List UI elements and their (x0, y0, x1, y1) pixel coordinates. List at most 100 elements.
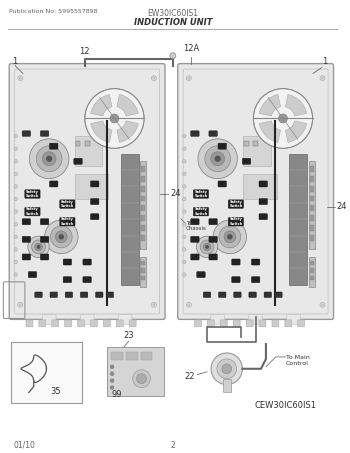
Bar (310, 186, 314, 192)
Wedge shape (117, 95, 138, 116)
Circle shape (14, 185, 18, 188)
Circle shape (182, 185, 186, 188)
Bar (120, 154, 139, 284)
Circle shape (321, 77, 323, 79)
FancyBboxPatch shape (91, 198, 99, 205)
FancyBboxPatch shape (65, 320, 71, 327)
Circle shape (211, 152, 225, 166)
FancyBboxPatch shape (83, 277, 91, 283)
FancyBboxPatch shape (39, 320, 46, 327)
FancyBboxPatch shape (191, 254, 199, 260)
Circle shape (153, 304, 155, 306)
Circle shape (47, 156, 51, 161)
Bar (310, 235, 314, 241)
FancyBboxPatch shape (49, 181, 58, 187)
Circle shape (182, 273, 186, 276)
FancyBboxPatch shape (40, 131, 49, 136)
FancyBboxPatch shape (234, 292, 241, 298)
Circle shape (188, 77, 190, 79)
FancyBboxPatch shape (40, 219, 49, 225)
Bar (223, 379, 231, 392)
Circle shape (55, 231, 67, 243)
FancyBboxPatch shape (22, 236, 30, 242)
Circle shape (111, 379, 113, 382)
FancyBboxPatch shape (96, 292, 103, 298)
FancyBboxPatch shape (74, 158, 82, 164)
Circle shape (35, 243, 42, 251)
Bar (141, 176, 145, 182)
Circle shape (182, 260, 186, 264)
Circle shape (211, 353, 243, 385)
Bar (141, 235, 145, 241)
Circle shape (14, 273, 18, 276)
FancyBboxPatch shape (195, 320, 201, 327)
FancyBboxPatch shape (65, 292, 72, 298)
Bar (111, 352, 123, 360)
Circle shape (224, 231, 236, 243)
Bar (310, 176, 314, 182)
FancyBboxPatch shape (63, 259, 72, 265)
Bar (310, 205, 314, 211)
FancyBboxPatch shape (50, 292, 57, 298)
Bar (310, 268, 314, 273)
Bar (141, 186, 145, 192)
FancyBboxPatch shape (193, 190, 209, 198)
FancyBboxPatch shape (191, 236, 199, 242)
Text: Safety
Switch: Safety Switch (61, 217, 74, 226)
FancyBboxPatch shape (285, 320, 292, 327)
Bar (310, 196, 314, 202)
Circle shape (217, 359, 237, 379)
Bar (107, 347, 164, 396)
FancyBboxPatch shape (60, 217, 75, 226)
Text: To Main
Control: To Main Control (286, 355, 309, 366)
Circle shape (182, 159, 186, 163)
Circle shape (42, 152, 56, 166)
FancyBboxPatch shape (28, 272, 37, 278)
Circle shape (37, 246, 40, 248)
Circle shape (19, 77, 21, 79)
Text: 01/10: 01/10 (13, 441, 35, 450)
Text: Publication No: 5995557898: Publication No: 5995557898 (9, 10, 98, 14)
FancyBboxPatch shape (191, 219, 199, 225)
Bar (309, 161, 315, 250)
FancyBboxPatch shape (211, 314, 225, 324)
Text: Safety
Switch: Safety Switch (194, 190, 208, 198)
Circle shape (14, 210, 18, 213)
Text: 22: 22 (185, 372, 195, 381)
Circle shape (200, 240, 214, 254)
Bar (244, 174, 277, 199)
FancyBboxPatch shape (106, 292, 114, 298)
Wedge shape (259, 95, 280, 116)
Circle shape (213, 220, 246, 254)
FancyBboxPatch shape (52, 320, 59, 327)
Circle shape (28, 236, 49, 258)
Circle shape (50, 226, 72, 248)
Circle shape (153, 77, 155, 79)
Bar (141, 205, 145, 211)
Text: 99: 99 (111, 390, 121, 400)
FancyBboxPatch shape (249, 292, 256, 298)
FancyBboxPatch shape (40, 236, 49, 242)
Circle shape (111, 386, 113, 389)
FancyBboxPatch shape (209, 236, 217, 242)
FancyBboxPatch shape (49, 143, 58, 149)
Circle shape (182, 248, 186, 251)
FancyBboxPatch shape (91, 320, 97, 327)
Circle shape (14, 159, 18, 163)
Circle shape (14, 260, 18, 264)
Text: Safety
Switch: Safety Switch (26, 190, 39, 198)
Text: Safety
Switch: Safety Switch (194, 207, 208, 216)
FancyBboxPatch shape (78, 320, 84, 327)
FancyBboxPatch shape (220, 320, 227, 327)
FancyBboxPatch shape (35, 292, 42, 298)
Circle shape (321, 304, 323, 306)
Text: 12: 12 (79, 47, 90, 56)
FancyBboxPatch shape (42, 314, 56, 324)
Bar (126, 352, 138, 360)
Bar (140, 257, 146, 287)
Bar (141, 268, 145, 273)
Circle shape (198, 139, 237, 178)
FancyBboxPatch shape (193, 207, 209, 216)
Circle shape (228, 235, 232, 239)
Bar (244, 141, 249, 146)
